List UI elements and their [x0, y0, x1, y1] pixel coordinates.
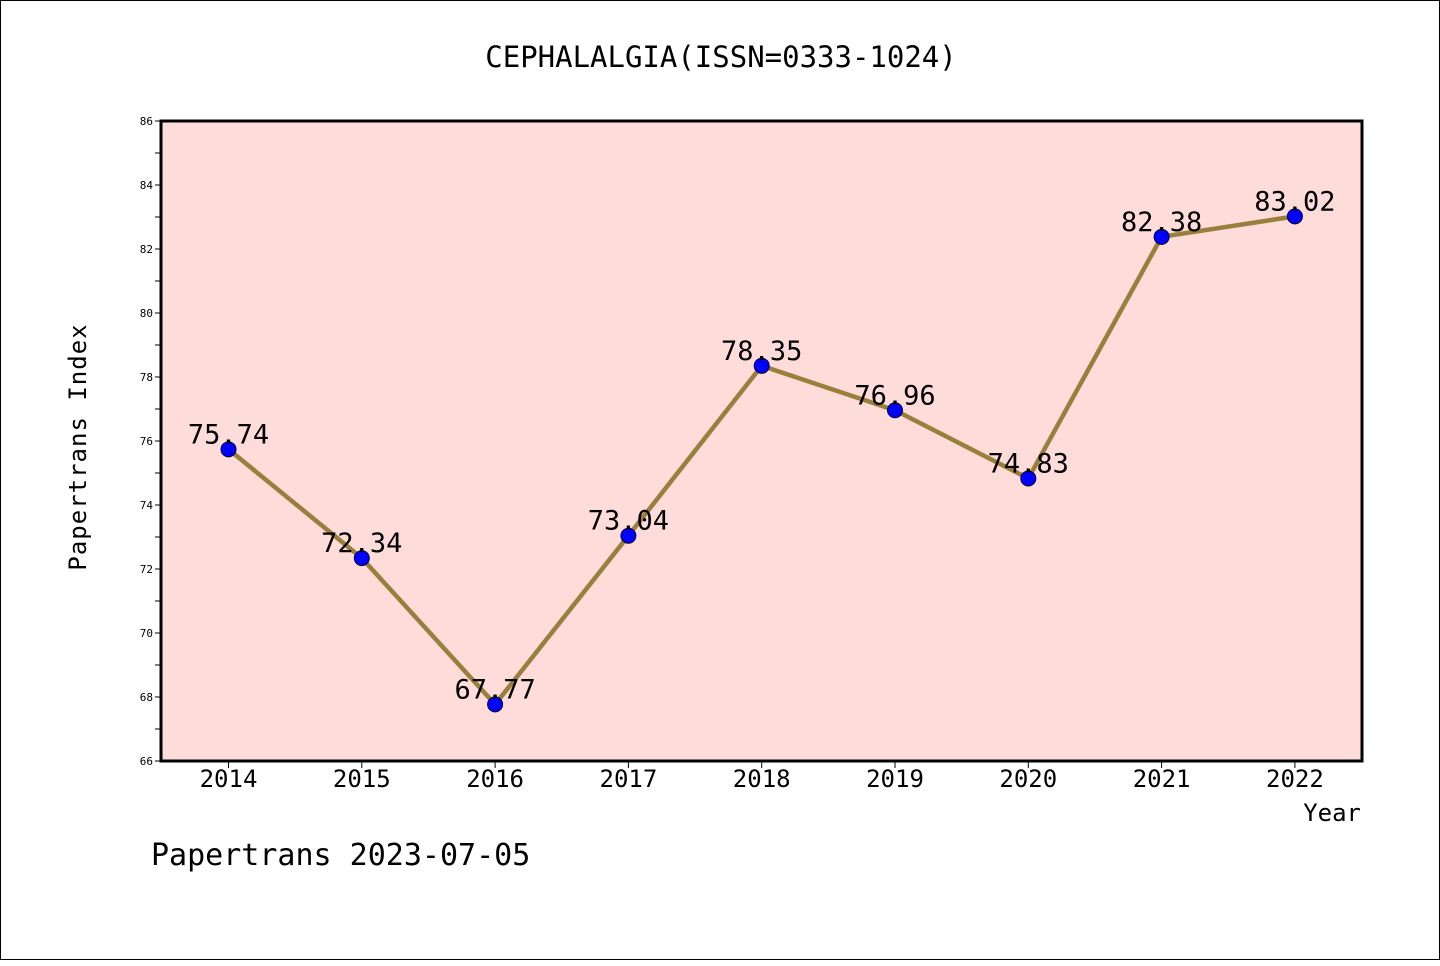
- data-label: 78.35: [721, 336, 802, 367]
- data-label: 67.77: [454, 674, 535, 705]
- data-point-marker: [1286, 208, 1303, 225]
- y-tick-label: 80: [140, 307, 153, 320]
- footer-date-stamp: Papertrans 2023-07-05: [151, 838, 530, 873]
- x-tick-label: 2019: [866, 765, 924, 793]
- y-tick-label: 72: [140, 563, 153, 576]
- marker-layer: [220, 208, 1303, 713]
- data-point-marker: [487, 696, 504, 713]
- x-tick-label: 2015: [333, 765, 391, 793]
- data-label: 76.96: [854, 380, 935, 411]
- x-tick-label: 2017: [600, 765, 658, 793]
- data-label: 82.38: [1121, 207, 1202, 238]
- data-point-marker: [353, 550, 370, 567]
- plot-area: [161, 121, 1362, 761]
- data-label: 72.34: [321, 528, 402, 559]
- y-tick-label: 86: [140, 115, 153, 128]
- x-tick-label: 2021: [1133, 765, 1191, 793]
- y-tick-label: 84: [140, 179, 154, 192]
- data-point-marker: [887, 402, 903, 419]
- y-tick-label: 82: [140, 243, 153, 256]
- data-label-layer: 75.74 72.34 67.77 73.04 78.35 76.96 74.83 82.38…: [188, 186, 1336, 705]
- x-tick-label: 2022: [1266, 765, 1324, 793]
- x-tick-label: 2014: [200, 765, 258, 793]
- data-point-marker: [1153, 228, 1170, 245]
- data-label: 74.83: [988, 448, 1069, 479]
- y-tick-label: 70: [140, 627, 153, 640]
- data-label: 83.02: [1254, 186, 1335, 217]
- x-tick-label: 2020: [999, 765, 1057, 793]
- chart-title: CEPHALALGIA(ISSN=0333-1024): [485, 40, 956, 74]
- y-tick-label: 76: [140, 435, 153, 448]
- data-label: 73.04: [588, 506, 669, 537]
- x-axis-label: Year: [1303, 799, 1361, 827]
- y-axis-label: Papertrans Index: [64, 323, 92, 570]
- data-point-marker: [753, 357, 770, 374]
- plot-border: [159, 119, 1364, 763]
- x-tick-label: 2018: [733, 765, 791, 793]
- data-point-marker: [220, 441, 237, 458]
- axis-ticks: 66 68 70 72 74 76 78 80 82 84 86 2014 2015 2016 2017 20…: [140, 115, 1324, 793]
- y-tick-label: 68: [140, 691, 153, 704]
- y-tick-label: 74: [140, 499, 154, 512]
- y-tick-label: 66: [140, 755, 153, 768]
- data-point-marker: [1020, 470, 1037, 487]
- x-tick-label: 2016: [466, 765, 524, 793]
- data-point-marker: [620, 527, 637, 544]
- data-label: 75.74: [188, 419, 269, 450]
- y-tick-label: 78: [140, 371, 153, 384]
